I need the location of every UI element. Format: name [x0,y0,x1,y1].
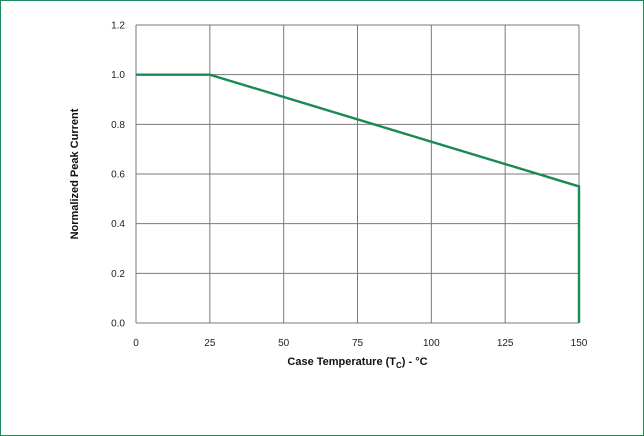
y-tick-label: 0.0 [111,319,125,330]
y-tick-label: 1.2 [111,21,125,32]
y-axis-title: Normalized Peak Current [69,108,81,239]
x-axis-ticks: 0 25 50 75 100 125 150 [133,338,588,349]
x-axis-title: Case Temperature (TC) - °C [287,356,427,370]
plot-area [135,73,581,324]
y-tick-label: 0.2 [111,269,125,280]
y-tick-label: 1.0 [111,70,125,81]
y-tick-label: 0.6 [111,170,125,181]
x-tick-label: 125 [497,338,514,349]
y-tick-label: 0.8 [111,120,125,131]
x-tick-label: 150 [571,338,588,349]
x-tick-label: 25 [204,338,216,349]
y-axis-ticks: 0.0 0.2 0.4 0.6 0.8 1.0 1.2 [111,21,125,330]
x-tick-label: 75 [352,338,364,349]
x-tick-label: 0 [133,338,139,349]
x-tick-label: 50 [278,338,290,349]
series-line [136,73,581,323]
grid [135,24,580,324]
x-tick-label: 100 [423,338,440,349]
y-tick-label: 0.4 [111,219,125,230]
